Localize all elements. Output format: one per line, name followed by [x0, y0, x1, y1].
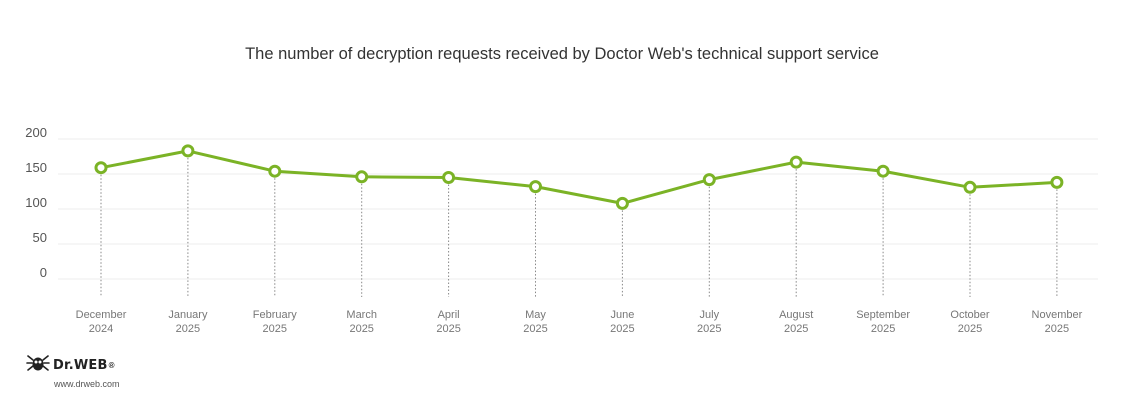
x-tick-label: 2025 — [871, 323, 895, 335]
brand-name: Dr.WEB — [53, 358, 108, 373]
x-tick-label: 2025 — [1045, 323, 1069, 335]
x-tick-label: 2025 — [523, 323, 547, 335]
data-point — [876, 164, 890, 178]
registered-mark: ® — [108, 361, 115, 370]
data-point — [181, 144, 195, 158]
brand-url: www.drweb.com — [54, 379, 120, 389]
data-point — [1050, 175, 1064, 189]
y-tick-label: 0 — [40, 265, 47, 280]
x-tick-label: 2025 — [349, 323, 373, 335]
x-axis-ticks: December 2024 January 2025 February 2025 March… — [76, 309, 1083, 335]
x-tick-label: 2025 — [263, 323, 287, 335]
y-axis-ticks: 200 150 100 50 0 — [25, 125, 47, 280]
y-tick-label: 50 — [33, 230, 47, 245]
data-point — [268, 164, 282, 178]
x-tick-label: January — [168, 309, 208, 321]
x-tick-label: May — [525, 309, 546, 321]
drop-lines — [100, 150, 1058, 297]
data-point — [442, 171, 456, 184]
data-point — [355, 170, 369, 184]
x-tick-label: February — [253, 309, 298, 321]
x-tick-label: September — [856, 309, 910, 321]
x-tick-label: December — [76, 309, 127, 321]
x-tick-label: August — [779, 309, 813, 321]
data-point — [94, 161, 108, 175]
x-tick-label: October — [950, 309, 989, 321]
data-point — [615, 196, 629, 210]
y-tick-label: 150 — [25, 160, 47, 175]
x-tick-label: November — [1032, 309, 1083, 321]
grid-lines — [58, 138, 1098, 280]
y-tick-label: 100 — [25, 195, 47, 210]
dr-web-spider-icon — [26, 353, 50, 378]
x-tick-label: June — [610, 309, 634, 321]
data-point — [529, 180, 542, 194]
x-tick-label: March — [346, 309, 377, 321]
data-point — [789, 155, 803, 169]
data-point — [702, 173, 716, 187]
x-tick-label: 2025 — [610, 323, 634, 335]
x-tick-label: 2025 — [436, 323, 460, 335]
x-tick-label: 2025 — [784, 323, 808, 335]
x-tick-label: 2025 — [176, 323, 200, 335]
x-tick-label: April — [438, 309, 460, 321]
series-line — [100, 149, 1057, 205]
x-tick-label: 2024 — [89, 323, 113, 335]
series-layer — [94, 144, 1064, 210]
x-tick-label: July — [700, 309, 720, 321]
data-point — [963, 180, 977, 194]
brand-logo: Dr.WEB ® www.drweb.com — [26, 353, 120, 389]
chart-title: The number of decryption requests receiv… — [245, 45, 879, 63]
y-tick-label: 200 — [25, 125, 47, 140]
x-tick-label: 2025 — [958, 323, 982, 335]
x-tick-label: 2025 — [697, 323, 721, 335]
